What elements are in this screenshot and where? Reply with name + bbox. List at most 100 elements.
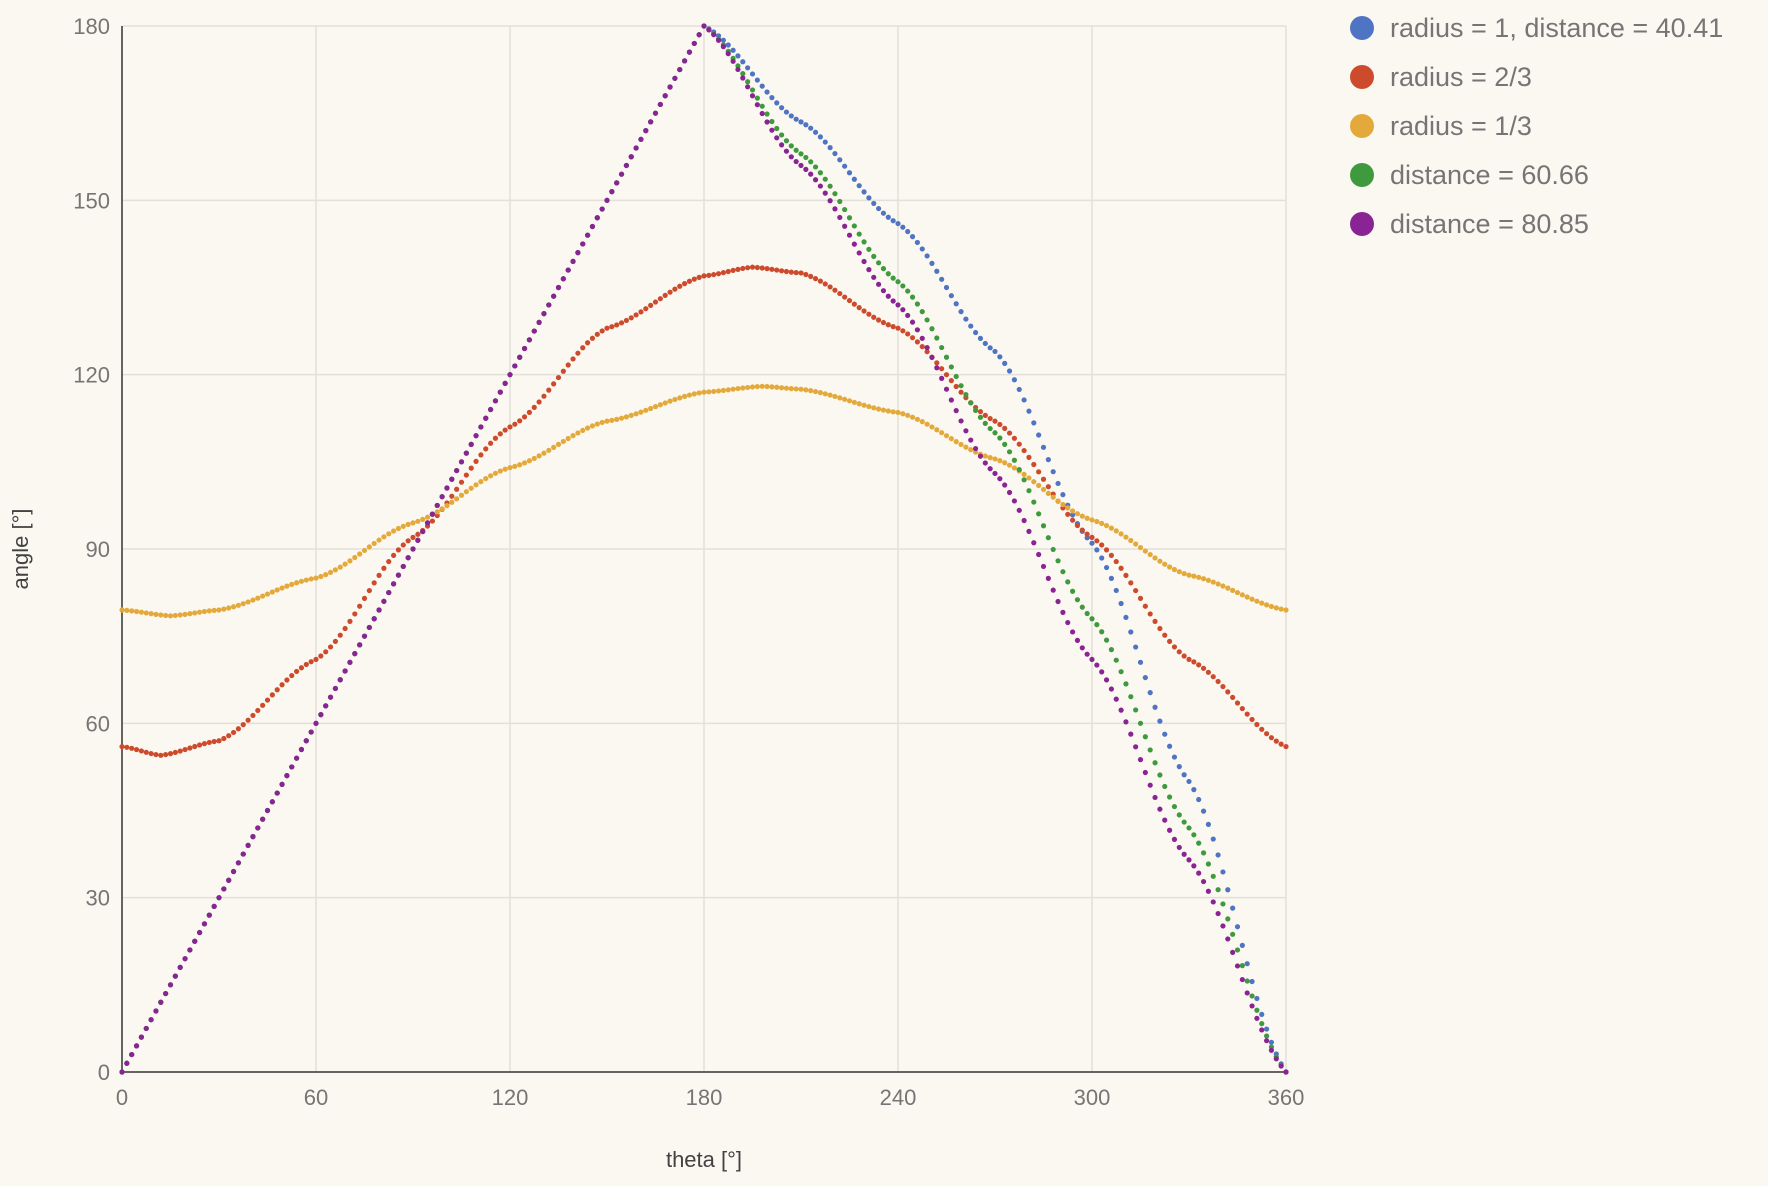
data-point <box>318 573 324 580</box>
data-point <box>415 537 421 543</box>
data-point <box>725 387 731 393</box>
data-point <box>172 973 178 979</box>
data-point <box>129 608 135 614</box>
data-point <box>1244 990 1250 996</box>
data-point <box>1113 657 1119 663</box>
data-point <box>948 378 954 384</box>
data-point <box>575 350 581 356</box>
data-point <box>885 408 891 414</box>
data-point <box>1045 575 1051 581</box>
data-point <box>832 150 838 157</box>
data-point <box>1133 744 1139 750</box>
data-point <box>1249 993 1255 999</box>
data-point <box>1031 499 1037 505</box>
data-point <box>337 564 343 570</box>
data-point <box>153 751 159 758</box>
data-point <box>294 580 300 586</box>
data-point <box>1176 764 1182 770</box>
data-point <box>895 279 901 285</box>
data-point <box>1225 936 1231 942</box>
data-point <box>682 281 688 287</box>
data-point <box>953 439 959 445</box>
data-point <box>1273 1056 1279 1062</box>
data-point <box>808 125 814 131</box>
data-point <box>1055 598 1061 605</box>
data-point <box>808 273 814 280</box>
data-point <box>1040 444 1047 450</box>
data-point <box>754 95 760 101</box>
data-point <box>1215 910 1221 917</box>
data-point <box>948 293 954 299</box>
data-point <box>992 430 998 436</box>
data-point <box>492 398 499 404</box>
data-point <box>1147 747 1153 753</box>
data-point <box>1176 844 1182 851</box>
data-point <box>793 116 799 122</box>
data-point <box>1171 803 1178 810</box>
data-point <box>1273 605 1279 611</box>
data-point <box>400 542 406 548</box>
data-point <box>216 738 222 744</box>
data-point <box>458 492 465 498</box>
data-point <box>1225 689 1231 695</box>
data-point <box>803 154 809 161</box>
data-point <box>924 344 930 351</box>
data-point <box>934 427 940 433</box>
data-point <box>250 834 256 840</box>
data-point <box>1123 572 1129 578</box>
data-point <box>871 253 877 259</box>
data-point <box>919 344 925 350</box>
data-point <box>599 419 605 426</box>
data-point <box>1259 726 1265 732</box>
data-point <box>686 49 693 55</box>
data-point <box>347 618 353 625</box>
data-point <box>454 467 460 474</box>
data-point <box>269 589 275 595</box>
data-point <box>386 589 392 596</box>
data-point <box>900 411 906 417</box>
data-point <box>793 386 799 392</box>
data-point <box>400 523 406 529</box>
data-point <box>837 290 843 297</box>
data-point <box>851 301 857 307</box>
data-point <box>143 749 149 755</box>
data-point <box>313 575 319 581</box>
data-point <box>502 380 508 386</box>
data-point <box>323 649 329 655</box>
data-point <box>303 738 309 744</box>
data-point <box>943 433 950 439</box>
data-point <box>1084 610 1090 617</box>
data-point <box>1249 1003 1255 1009</box>
data-point <box>357 551 363 557</box>
data-point <box>1016 507 1022 513</box>
data-point <box>832 191 838 197</box>
data-point <box>754 77 760 83</box>
data-point <box>604 325 610 331</box>
y-tick-label: 60 <box>86 711 110 736</box>
data-point <box>1244 711 1250 717</box>
data-point <box>1089 540 1095 546</box>
data-point <box>488 473 494 479</box>
data-point <box>846 398 853 404</box>
legend-marker <box>1350 16 1374 40</box>
data-point <box>880 266 887 272</box>
data-point <box>793 147 799 153</box>
data-point <box>143 610 149 616</box>
data-point <box>914 339 921 345</box>
data-point <box>1016 441 1022 447</box>
data-point <box>517 462 523 468</box>
data-point <box>342 625 348 632</box>
data-point <box>575 250 581 256</box>
data-point <box>1084 531 1090 537</box>
data-point <box>1074 637 1081 644</box>
data-point <box>1128 694 1134 700</box>
data-point <box>352 554 358 561</box>
data-point <box>856 183 862 189</box>
data-point <box>1210 836 1216 842</box>
data-point <box>255 595 261 601</box>
data-point <box>730 47 736 53</box>
data-point <box>1123 534 1129 540</box>
data-point <box>279 781 285 787</box>
data-point <box>1045 490 1051 496</box>
data-point <box>478 452 484 458</box>
